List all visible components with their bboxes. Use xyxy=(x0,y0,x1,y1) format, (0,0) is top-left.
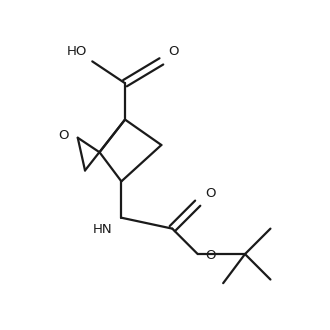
Text: HN: HN xyxy=(93,223,112,236)
Text: O: O xyxy=(169,45,179,58)
Text: O: O xyxy=(58,129,69,143)
Text: O: O xyxy=(205,186,215,200)
Text: HO: HO xyxy=(66,45,87,58)
Text: O: O xyxy=(205,249,215,262)
